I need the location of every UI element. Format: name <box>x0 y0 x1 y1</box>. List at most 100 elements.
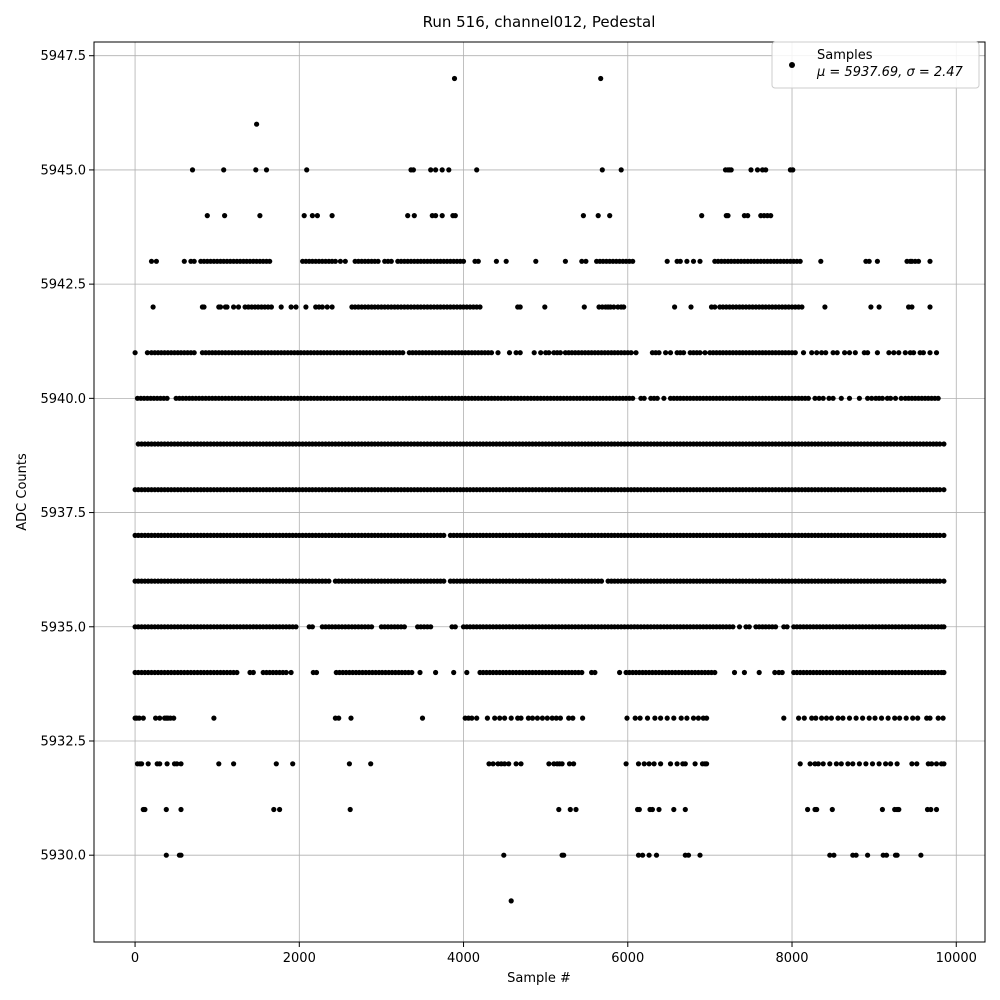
data-point <box>699 213 705 219</box>
data-point <box>224 304 230 310</box>
y-tick-label: 5940.0 <box>41 392 87 407</box>
data-point <box>163 806 169 813</box>
data-point <box>539 715 546 721</box>
data-point <box>309 213 315 219</box>
data-point <box>846 350 853 356</box>
data-point <box>559 761 565 767</box>
data-point <box>911 350 917 356</box>
data-point <box>894 852 900 858</box>
data-point <box>201 304 207 310</box>
data-point <box>731 669 738 676</box>
data-point <box>157 761 163 767</box>
data-point <box>779 669 785 676</box>
data-point <box>819 350 825 356</box>
data-point <box>915 258 922 264</box>
data-point <box>191 350 197 356</box>
data-point <box>697 350 703 356</box>
data-point <box>566 761 573 767</box>
x-tick-label: 10000 <box>936 951 977 966</box>
data-point <box>211 715 217 721</box>
data-point <box>695 715 702 721</box>
data-point <box>410 167 416 173</box>
data-point <box>153 715 159 721</box>
data-point <box>439 167 445 173</box>
data-point <box>644 715 651 721</box>
data-point <box>557 715 564 721</box>
data-point <box>646 761 652 767</box>
x-tick-label: 2000 <box>283 951 316 966</box>
data-point <box>181 258 187 264</box>
data-point <box>148 258 155 264</box>
chart-title: Run 516, channel012, Pedestal <box>423 13 656 31</box>
data-point <box>935 715 941 721</box>
data-point <box>271 806 277 813</box>
data-point <box>164 395 170 401</box>
data-point <box>401 624 407 630</box>
data-point <box>902 350 908 356</box>
data-point <box>492 715 498 721</box>
data-point <box>253 167 259 173</box>
data-point <box>502 715 508 721</box>
data-point <box>927 350 933 356</box>
data-point <box>842 350 848 356</box>
data-point <box>635 852 642 858</box>
data-point <box>561 852 567 858</box>
data-point <box>164 761 170 767</box>
data-point <box>581 304 587 310</box>
data-point <box>640 852 646 858</box>
data-point <box>838 761 844 767</box>
data-point <box>853 852 859 858</box>
x-tick-label: 0 <box>131 951 139 966</box>
data-point <box>546 761 552 767</box>
data-point <box>690 258 697 264</box>
data-point <box>790 167 796 173</box>
data-point <box>145 761 151 767</box>
data-point <box>820 395 826 401</box>
data-point <box>664 715 670 721</box>
data-point <box>658 715 664 721</box>
data-point <box>883 852 890 858</box>
data-point <box>549 715 555 721</box>
data-point <box>375 258 381 264</box>
data-point <box>915 715 921 721</box>
data-point <box>174 761 180 767</box>
data-point <box>797 761 803 767</box>
data-point <box>828 715 835 721</box>
data-point <box>562 258 569 264</box>
data-point <box>646 852 652 858</box>
data-point <box>231 761 237 767</box>
data-point <box>636 806 642 813</box>
y-tick-label: 5935.0 <box>41 620 87 635</box>
data-point <box>368 761 374 767</box>
data-point <box>290 761 296 767</box>
data-point <box>342 258 348 264</box>
data-point <box>388 258 394 264</box>
data-point <box>623 761 629 767</box>
data-point <box>820 761 826 767</box>
data-point <box>139 761 145 767</box>
y-tick-label: 5945.0 <box>41 163 87 178</box>
data-point <box>309 624 315 630</box>
data-point <box>570 715 576 721</box>
data-point <box>508 898 514 904</box>
data-point <box>513 761 519 767</box>
data-point <box>704 715 710 721</box>
data-point <box>868 304 874 310</box>
data-point <box>630 395 636 401</box>
data-point <box>773 624 779 630</box>
data-point <box>475 258 481 264</box>
data-point <box>278 304 284 310</box>
data-point <box>818 258 824 264</box>
data-point <box>736 624 743 630</box>
data-point <box>807 761 813 767</box>
data-point <box>688 304 694 310</box>
data-point <box>684 258 690 264</box>
data-point <box>827 761 833 767</box>
data-point <box>823 715 830 721</box>
data-point <box>178 806 184 813</box>
data-point <box>595 213 601 219</box>
data-point <box>823 350 829 356</box>
data-point <box>607 213 613 219</box>
data-point <box>433 213 439 219</box>
data-point <box>927 258 933 264</box>
